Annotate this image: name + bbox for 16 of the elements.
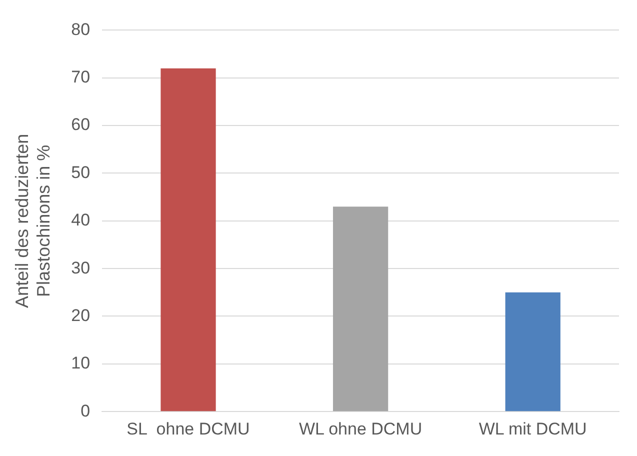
bar [332, 206, 388, 412]
y-tick-label: 50 [71, 162, 90, 182]
y-tick-label: 60 [71, 115, 90, 134]
x-tick-label: WL ohne DCMU [298, 419, 422, 438]
y-tick-label: 40 [71, 210, 90, 230]
y-tick-label: 20 [71, 306, 90, 325]
x-tick-label: WL mit DCMU [478, 419, 587, 438]
y-tick-label: 30 [71, 258, 90, 278]
bar [160, 68, 216, 412]
y-axis-title: Anteil des reduzierten Plastochinons in % [12, 134, 54, 308]
bar [505, 292, 560, 412]
y-tick-label: 80 [71, 20, 90, 39]
y-tick-label: 10 [71, 354, 90, 373]
y-tick-label: 70 [71, 68, 90, 87]
y-tick-label: 0 [80, 401, 90, 420]
x-tick-label: SL ohne DCMU [126, 419, 250, 438]
